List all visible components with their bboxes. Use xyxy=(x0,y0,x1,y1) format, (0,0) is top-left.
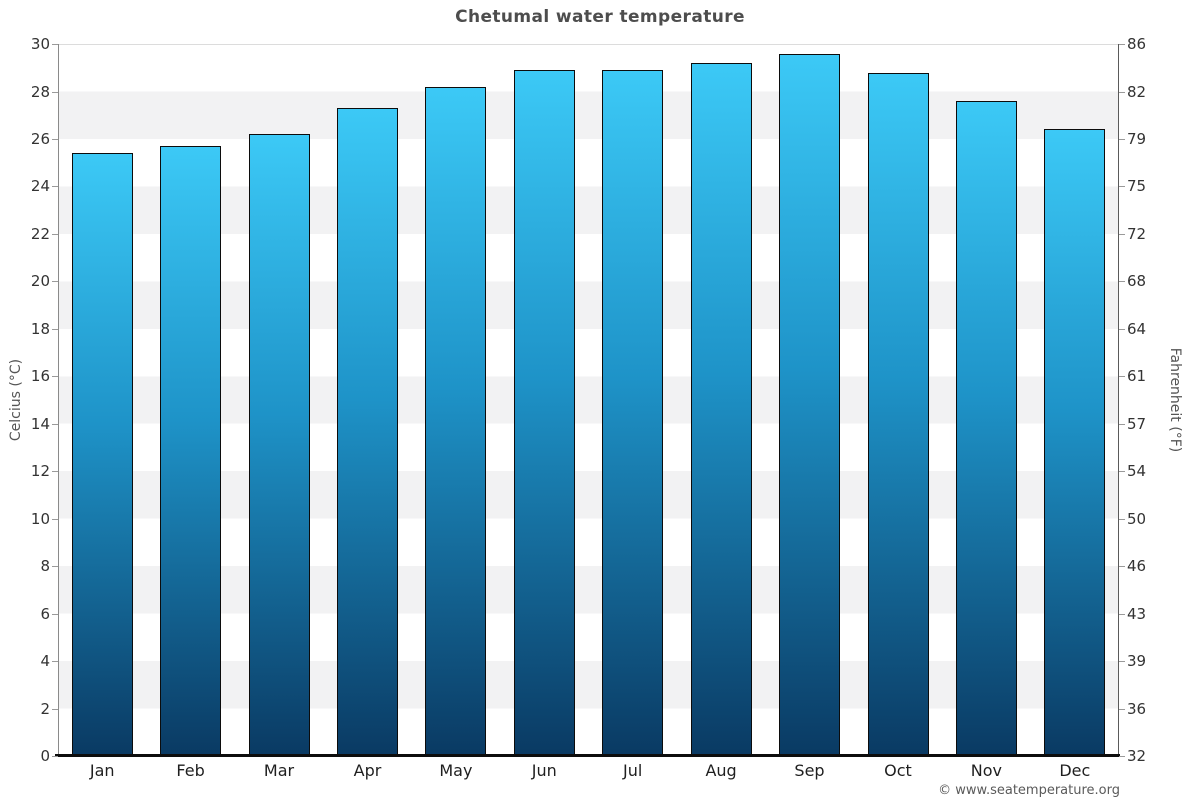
y-tick-label-celsius: 12 xyxy=(30,462,50,481)
y-tick-mark-left xyxy=(52,661,58,663)
x-tick-label-oct: Oct xyxy=(884,761,912,780)
y-tick-label-celsius: 10 xyxy=(30,509,50,528)
y-tick-mark-right xyxy=(1119,613,1125,615)
y-tick-mark-right xyxy=(1119,471,1125,473)
y-tick-mark-right xyxy=(1119,138,1125,140)
y-tick-mark-left xyxy=(52,423,58,425)
y-tick-label-fahrenheit: 36 xyxy=(1127,699,1147,718)
y-tick-mark-left xyxy=(52,756,58,757)
y-axis-left-spine xyxy=(58,44,59,756)
y-axis-right-spine xyxy=(1118,44,1119,756)
y-tick-label-celsius: 22 xyxy=(30,224,50,243)
x-tick-label-dec: Dec xyxy=(1059,761,1091,780)
y-tick-label-celsius: 2 xyxy=(40,699,50,718)
y-tick-label-celsius: 8 xyxy=(40,557,50,576)
y-tick-mark-left xyxy=(52,186,58,188)
y-tick-mark-left xyxy=(52,233,58,235)
y-tick-label-fahrenheit: 61 xyxy=(1127,367,1147,386)
footer-credit: © www.seatemperature.org xyxy=(938,783,1120,798)
y-tick-label-celsius: 24 xyxy=(30,177,50,196)
x-tick-label-may: May xyxy=(439,761,473,780)
y-tick-mark-right xyxy=(1119,281,1125,283)
bar-sep xyxy=(779,53,840,756)
y-tick-label-celsius: 26 xyxy=(30,129,50,148)
y-tick-mark-right xyxy=(1119,233,1125,235)
y-tick-label-celsius: 30 xyxy=(30,35,50,53)
bar-nov xyxy=(955,101,1017,756)
y-tick-label-fahrenheit: 72 xyxy=(1127,224,1147,243)
y-tick-mark-left xyxy=(52,518,58,520)
y-tick-label-celsius: 20 xyxy=(30,272,50,291)
x-tick-label-feb: Feb xyxy=(176,761,205,780)
y-tick-label-celsius: 4 xyxy=(40,652,50,671)
bar-jun xyxy=(513,70,575,756)
y-tick-label-fahrenheit: 39 xyxy=(1127,652,1147,671)
y-tick-label-celsius: 28 xyxy=(30,82,50,101)
y-tick-label-celsius: 14 xyxy=(30,414,50,433)
y-tick-label-fahrenheit: 86 xyxy=(1127,35,1147,53)
bar-aug xyxy=(690,63,752,756)
y-tick-mark-right xyxy=(1119,91,1125,93)
y-tick-label-fahrenheit: 75 xyxy=(1127,177,1147,196)
bar-jul xyxy=(602,70,664,756)
y-tick-label-fahrenheit: 68 xyxy=(1127,272,1147,291)
x-tick-label-jul: Jul xyxy=(623,761,643,780)
y-tick-mark-left xyxy=(52,91,58,93)
y-tick-label-celsius: 16 xyxy=(30,367,50,386)
chart-title: Chetumal water temperature xyxy=(455,7,745,27)
y-tick-label-fahrenheit: 46 xyxy=(1127,557,1147,576)
bar-may xyxy=(425,86,487,756)
y-tick-label-fahrenheit: 64 xyxy=(1127,319,1147,338)
x-tick-label-aug: Aug xyxy=(705,761,737,780)
y-tick-label-fahrenheit: 54 xyxy=(1127,462,1147,481)
y-tick-label-celsius: 18 xyxy=(30,319,50,338)
plot-top-gridline xyxy=(58,44,1119,45)
y-tick-mark-right xyxy=(1119,328,1125,330)
y-tick-mark-left xyxy=(52,376,58,378)
x-tick-label-nov: Nov xyxy=(970,761,1002,780)
y-tick-mark-left xyxy=(52,281,58,283)
x-axis-line xyxy=(55,754,1120,757)
y-tick-mark-right xyxy=(1119,423,1125,425)
y-tick-mark-right xyxy=(1119,661,1125,663)
y-tick-label-celsius: 6 xyxy=(40,604,50,623)
bar-dec xyxy=(1044,129,1106,756)
y-tick-mark-left xyxy=(52,471,58,473)
bar-feb xyxy=(160,146,222,756)
y-tick-mark-left xyxy=(52,566,58,568)
y-tick-label-fahrenheit: 32 xyxy=(1127,747,1147,765)
y-tick-mark-left xyxy=(52,138,58,140)
bar-mar xyxy=(248,134,310,756)
x-tick-label-apr: Apr xyxy=(353,761,382,780)
y-tick-label-fahrenheit: 43 xyxy=(1127,604,1147,623)
bar-jan xyxy=(71,153,133,756)
y-tick-mark-right xyxy=(1119,708,1125,710)
y-tick-mark-right xyxy=(1119,376,1125,378)
y-tick-mark-right xyxy=(1119,518,1125,520)
y-tick-mark-right xyxy=(1119,566,1125,568)
y-tick-mark-left xyxy=(52,328,58,330)
x-tick-label-sep: Sep xyxy=(794,761,825,780)
y-tick-mark-right xyxy=(1119,44,1125,45)
y-tick-label-fahrenheit: 82 xyxy=(1127,82,1147,101)
bar-oct xyxy=(867,72,929,756)
x-tick-label-mar: Mar xyxy=(263,761,295,780)
y-tick-mark-right xyxy=(1119,756,1125,757)
y-tick-mark-left xyxy=(52,44,58,45)
y-axis-title-fahrenheit: Fahrenheit (°F) xyxy=(1167,347,1183,453)
y-tick-label-fahrenheit: 50 xyxy=(1127,509,1147,528)
y-tick-label-celsius: 0 xyxy=(40,747,50,765)
y-tick-label-fahrenheit: 79 xyxy=(1127,129,1147,148)
y-tick-mark-right xyxy=(1119,186,1125,188)
bar-apr xyxy=(337,108,398,756)
y-tick-mark-left xyxy=(52,708,58,710)
x-tick-label-jan: Jan xyxy=(89,761,115,780)
y-tick-label-fahrenheit: 57 xyxy=(1127,414,1147,433)
y-tick-mark-left xyxy=(52,613,58,615)
x-tick-label-jun: Jun xyxy=(531,761,557,780)
plot-area xyxy=(58,44,1119,756)
